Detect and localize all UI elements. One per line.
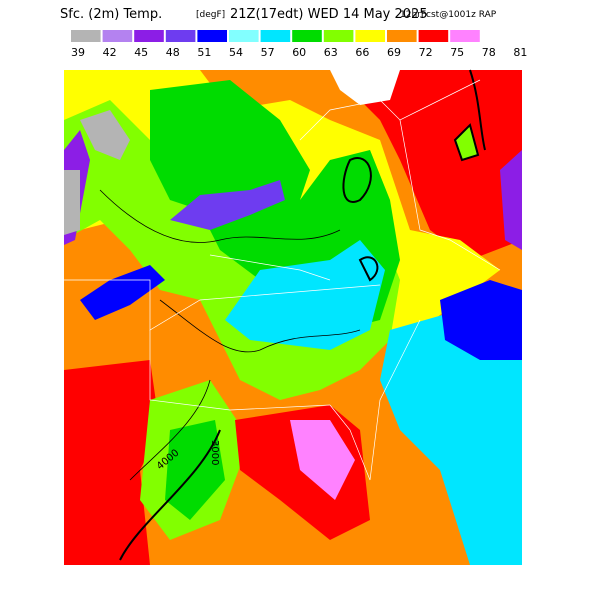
unit: [degF] [196,10,225,20]
title: Sfc. (2m) Temp. [60,7,162,22]
forecast: 12hrFcst@1001z RAP [400,10,497,20]
colorbar-label: 48 [166,46,180,59]
colorbar-swatch [102,30,133,42]
colorbar-swatch [197,30,227,42]
colorbar-label: 75 [450,46,464,59]
colorbar-label: 57 [261,46,275,59]
colorbar-label: 60 [292,46,306,59]
contour-label: 3000 [209,440,220,465]
colorbar-label: 78 [482,46,496,59]
colorbar-swatch [292,30,322,42]
colorbar-swatch [134,30,164,42]
colorbar: 39 42 45 48 51 54 57 60 63 66 69 72 75 78 81 [71,30,527,59]
colorbar-label: 39 [71,46,85,59]
contours [99,69,486,561]
colorbar-label: 63 [324,46,338,59]
colorbar-label: 42 [103,46,117,59]
colorbar-swatch [387,30,417,42]
temperature-field [64,70,522,565]
colorbar-label: 54 [229,46,243,59]
colorbar-swatch [165,30,196,42]
colorbar-swatch [450,30,480,42]
colorbar-label: 45 [134,46,148,59]
colorbar-swatch [355,30,385,42]
valid-time: 21Z(17edt) WED 14 May 2025 [230,7,428,22]
colorbar-swatch [323,30,354,42]
state-borders [64,79,501,481]
colorbar-label: 51 [197,46,211,59]
colorbar-swatch [71,30,101,42]
colorbar-swatch [229,30,259,42]
colorbar-label: 72 [419,46,433,59]
colorbar-swatch [418,30,449,42]
colorbar-label: 69 [387,46,401,59]
colorbar-swatch [260,30,291,42]
colorbar-label: 81 [513,46,527,59]
colorbar-label: 66 [355,46,369,59]
